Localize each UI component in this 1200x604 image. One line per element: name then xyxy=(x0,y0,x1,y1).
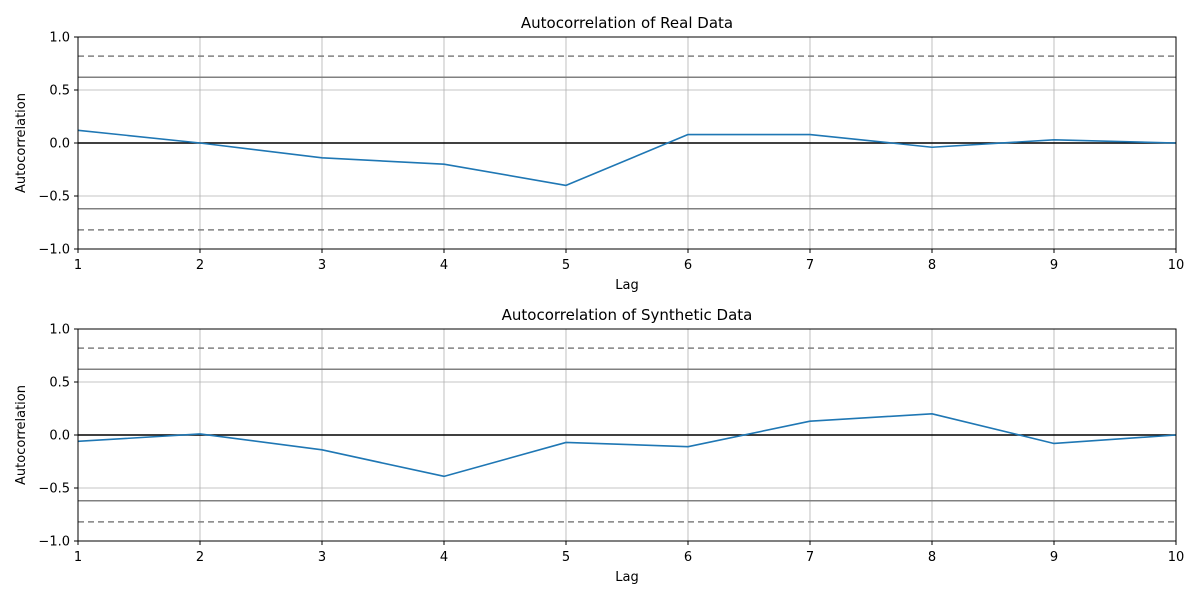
chart-title: Autocorrelation of Real Data xyxy=(521,14,733,32)
y-axis-label: Autocorrelation xyxy=(14,93,29,193)
y-tick-label: −0.5 xyxy=(38,482,70,497)
autocorrelation-series-line xyxy=(78,130,1176,185)
y-tick-label: 1.0 xyxy=(49,323,70,338)
y-tick-label: 0.0 xyxy=(49,429,70,444)
x-tick-label: 7 xyxy=(806,550,814,565)
x-tick-label: 3 xyxy=(318,550,326,565)
y-tick-label: −1.0 xyxy=(38,535,70,550)
chart-panel-1: 1 2 3 4 5 6 7 8 9 10 −1.0 −0.5 0.0 0.5 1.0 Autocorrelat… xyxy=(14,14,1184,293)
x-tick-label: 2 xyxy=(196,550,204,565)
x-tick-label: 7 xyxy=(806,258,814,273)
x-tick-label: 3 xyxy=(318,258,326,273)
chart-title: Autocorrelation of Synthetic Data xyxy=(502,306,753,324)
x-tick-label: 10 xyxy=(1168,550,1185,565)
x-tick-label: 8 xyxy=(928,550,936,565)
y-tick-label: 1.0 xyxy=(49,31,70,46)
y-tick-label: 0.0 xyxy=(49,137,70,152)
x-tick-label: 6 xyxy=(684,258,692,273)
x-axis-label: Lag xyxy=(615,570,638,585)
x-tick-label: 5 xyxy=(562,258,570,273)
y-tick-label: −1.0 xyxy=(38,243,70,258)
x-tick-label: 4 xyxy=(440,258,448,273)
chart-panel-2: 1 2 3 4 5 6 7 8 9 10 −1.0 −0.5 0.0 0.5 1.0 Autocorrelat… xyxy=(14,306,1184,585)
y-tick-label: 0.5 xyxy=(49,376,70,391)
x-axis-label: Lag xyxy=(615,278,638,293)
x-tick-label: 4 xyxy=(440,550,448,565)
x-tick-label: 9 xyxy=(1050,550,1058,565)
autocorrelation-series-line xyxy=(78,414,1176,477)
x-tick-label: 2 xyxy=(196,258,204,273)
y-tick-label: −0.5 xyxy=(38,190,70,205)
x-tick-label: 9 xyxy=(1050,258,1058,273)
x-tick-label: 1 xyxy=(74,550,82,565)
y-axis-label: Autocorrelation xyxy=(14,385,29,485)
x-tick-label: 1 xyxy=(74,258,82,273)
x-tick-label: 6 xyxy=(684,550,692,565)
y-tick-label: 0.5 xyxy=(49,84,70,99)
x-tick-label: 5 xyxy=(562,550,570,565)
x-tick-label: 10 xyxy=(1168,258,1185,273)
x-tick-label: 8 xyxy=(928,258,936,273)
